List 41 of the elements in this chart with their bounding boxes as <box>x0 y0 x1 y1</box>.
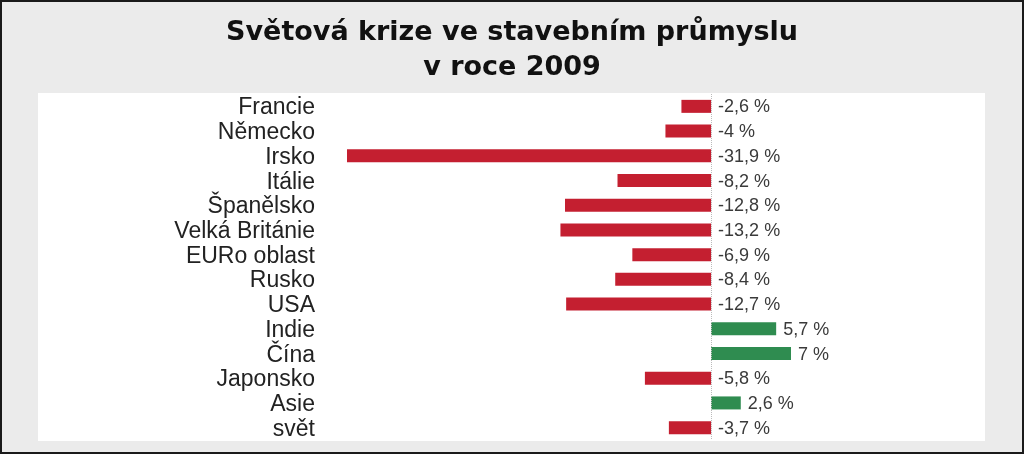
bar <box>711 396 741 410</box>
data-label: -8,2 % <box>718 170 771 191</box>
bar <box>565 198 712 212</box>
y-tick-label: Rusko <box>249 266 315 293</box>
bar <box>615 272 712 286</box>
bar <box>711 322 777 336</box>
chart-title: Světová krize ve stavebním průmyslu v roce 2009 <box>226 15 798 81</box>
bar <box>665 124 712 138</box>
y-tick-label: Čína <box>266 339 316 367</box>
data-label: -6,9 % <box>718 244 771 265</box>
y-tick-label: Španělsko <box>207 191 315 219</box>
bar <box>632 248 712 262</box>
data-label: -3,7 % <box>718 417 771 438</box>
data-label: 5,7 % <box>783 318 830 339</box>
data-label: 7 % <box>798 343 830 364</box>
bar <box>668 421 712 435</box>
y-tick-label: Asie <box>270 389 315 416</box>
y-tick-label: Itálie <box>266 167 315 194</box>
data-label: -2,6 % <box>718 96 771 117</box>
y-tick-label: svět <box>272 414 316 441</box>
y-tick-label: Francie <box>238 93 315 120</box>
data-label: -31,9 % <box>718 145 781 166</box>
bar <box>347 149 712 163</box>
y-tick-label: EURo oblast <box>185 241 316 268</box>
bar <box>644 371 712 385</box>
bar <box>681 99 712 113</box>
data-label: -8,4 % <box>718 269 771 290</box>
data-label: -12,8 % <box>718 195 781 216</box>
y-tick-label: Irsko <box>265 142 315 169</box>
data-label: 2,6 % <box>747 392 794 413</box>
bar <box>560 223 712 237</box>
data-label: -4 % <box>718 121 756 142</box>
bar <box>566 297 712 311</box>
y-tick-label: Japonsko <box>216 365 315 392</box>
y-tick-label: Německo <box>217 118 315 145</box>
bar <box>617 174 712 187</box>
bar <box>711 347 791 360</box>
y-tick-label: USA <box>267 291 316 318</box>
data-label: -13,2 % <box>718 219 781 240</box>
data-label: -5,8 % <box>718 368 771 389</box>
data-label: -12,7 % <box>718 294 781 315</box>
